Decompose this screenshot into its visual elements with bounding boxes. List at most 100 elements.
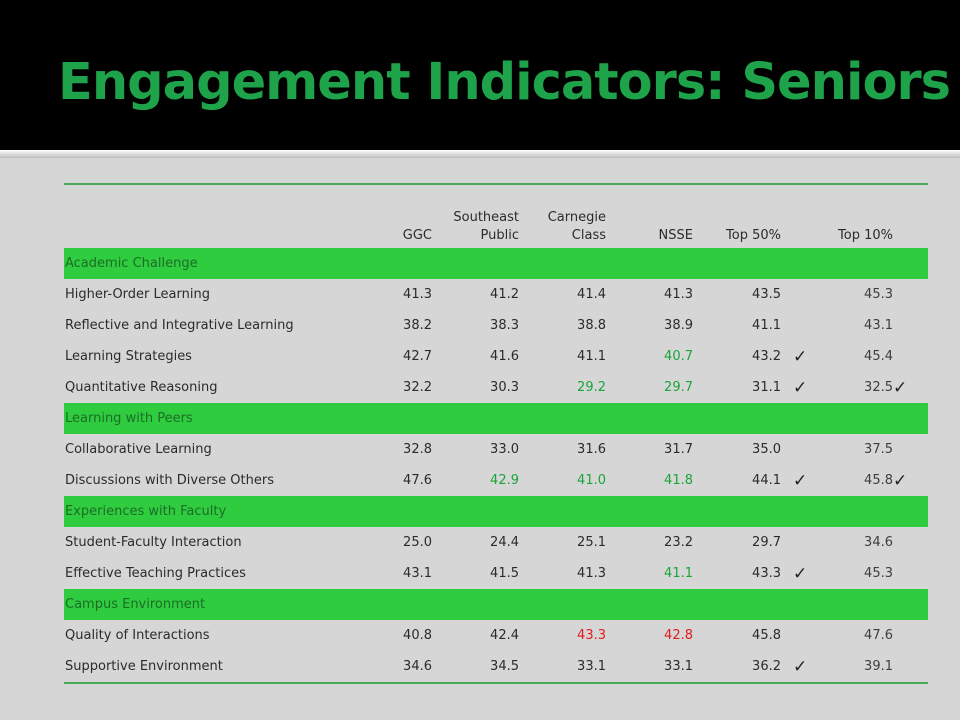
top50-check-cell: ✓ (781, 341, 816, 372)
checkmark-icon: ✓ (793, 563, 808, 584)
top50-value: 35.0 (752, 442, 781, 457)
header-nsse: NSSE (658, 228, 693, 243)
table-row: Collaborative Learning 32.8 33.0 31.6 31… (64, 434, 928, 465)
southeast-value: 33.0 (490, 442, 519, 457)
top10-value: 32.5 (864, 380, 893, 395)
top50-check-cell: ✓ (781, 558, 816, 589)
top50-value: 43.5 (752, 287, 781, 302)
slide-title: Engagement Indicators: Seniors (58, 53, 951, 112)
nsse-value: 41.8 (664, 473, 693, 488)
carnegie-value: 43.3 (577, 628, 606, 643)
southeast-value: 41.6 (490, 349, 519, 364)
carnegie-value: 41.1 (577, 349, 606, 364)
checkmark-icon: ✓ (893, 470, 908, 491)
header-row: GGC Southeast Public Carnegie Class NSSE T… (64, 184, 928, 248)
nsse-value: 33.1 (664, 659, 693, 674)
ggc-value: 25.0 (403, 535, 432, 550)
top10-check-cell (893, 620, 928, 651)
checkmark-icon: ✓ (793, 346, 808, 367)
table-row: Supportive Environment 34.6 34.5 33.1 33… (64, 651, 928, 683)
carnegie-value: 41.0 (577, 473, 606, 488)
section-label: Learning with Peers (64, 403, 928, 434)
top10-value: 37.5 (864, 442, 893, 457)
section-row: Experiences with Faculty (64, 496, 928, 527)
carnegie-value: 29.2 (577, 380, 606, 395)
top50-check-cell: ✓ (781, 465, 816, 496)
top10-check-cell (893, 558, 928, 589)
engagement-table-container: GGC Southeast Public Carnegie Class NSSE T… (64, 183, 928, 684)
section-row: Academic Challenge (64, 248, 928, 279)
header-carnegie-class: Carnegie Class (547, 210, 606, 243)
carnegie-value: 38.8 (577, 318, 606, 333)
section-label: Campus Environment (64, 589, 928, 620)
ggc-value: 40.8 (403, 628, 432, 643)
carnegie-value: 33.1 (577, 659, 606, 674)
ggc-value: 38.2 (403, 318, 432, 333)
section-label: Experiences with Faculty (64, 496, 928, 527)
ggc-value: 32.2 (403, 380, 432, 395)
table-row: Quantitative Reasoning 32.2 30.3 29.2 29… (64, 372, 928, 403)
top10-value: 43.1 (864, 318, 893, 333)
indicator-label: Effective Teaching Practices (65, 566, 246, 581)
nsse-value: 29.7 (664, 380, 693, 395)
carnegie-value: 41.4 (577, 287, 606, 302)
top50-value: 44.1 (752, 473, 781, 488)
southeast-value: 24.4 (490, 535, 519, 550)
nsse-value: 40.7 (664, 349, 693, 364)
carnegie-value: 31.6 (577, 442, 606, 457)
ggc-value: 47.6 (403, 473, 432, 488)
table-row: Quality of Interactions 40.8 42.4 43.3 4… (64, 620, 928, 651)
ggc-value: 42.7 (403, 349, 432, 364)
top10-check-cell: ✓ (893, 372, 928, 403)
top50-check-cell (781, 620, 816, 651)
header-check-50 (781, 184, 816, 248)
top50-value: 36.2 (752, 659, 781, 674)
header-top-10: Top 10% (838, 228, 893, 243)
section-label: Academic Challenge (64, 248, 928, 279)
southeast-value: 38.3 (490, 318, 519, 333)
nsse-value: 31.7 (664, 442, 693, 457)
title-bar (0, 0, 960, 150)
nsse-value: 38.9 (664, 318, 693, 333)
top50-check-cell (781, 527, 816, 558)
top50-value: 41.1 (752, 318, 781, 333)
engagement-indicators-table: GGC Southeast Public Carnegie Class NSSE T… (64, 183, 928, 684)
header-ggc: GGC (402, 228, 432, 243)
top10-check-cell (893, 651, 928, 683)
top50-value: 29.7 (752, 535, 781, 550)
indicator-label: Student-Faculty Interaction (65, 535, 242, 550)
top50-value: 43.2 (752, 349, 781, 364)
southeast-value: 30.3 (490, 380, 519, 395)
top50-check-cell: ✓ (781, 651, 816, 683)
top10-value: 45.3 (864, 287, 893, 302)
top10-check-cell: ✓ (893, 465, 928, 496)
top10-value: 39.1 (864, 659, 893, 674)
table-row: Effective Teaching Practices 43.1 41.5 4… (64, 558, 928, 589)
indicator-label: Learning Strategies (65, 349, 192, 364)
top50-check-cell (781, 279, 816, 310)
ggc-value: 32.8 (403, 442, 432, 457)
header-top-50: Top 50% (726, 228, 781, 243)
top50-value: 43.3 (752, 566, 781, 581)
southeast-value: 34.5 (490, 659, 519, 674)
indicator-label: Higher-Order Learning (65, 287, 210, 302)
top10-check-cell (893, 341, 928, 372)
checkmark-icon: ✓ (793, 470, 808, 491)
top10-value: 47.6 (864, 628, 893, 643)
checkmark-icon: ✓ (793, 656, 808, 677)
section-row: Learning with Peers (64, 403, 928, 434)
table-row: Reflective and Integrative Learning 38.2… (64, 310, 928, 341)
title-divider (0, 150, 960, 158)
top50-check-cell: ✓ (781, 372, 816, 403)
nsse-value: 41.1 (664, 566, 693, 581)
table-row: Higher-Order Learning 41.3 41.2 41.4 41.… (64, 279, 928, 310)
top50-check-cell (781, 434, 816, 465)
top10-check-cell (893, 434, 928, 465)
header-southeast-public: Southeast Public (453, 210, 519, 243)
carnegie-value: 41.3 (577, 566, 606, 581)
ggc-value: 41.3 (403, 287, 432, 302)
nsse-value: 42.8 (664, 628, 693, 643)
top10-value: 34.6 (864, 535, 893, 550)
table-row: Learning Strategies 42.7 41.6 41.1 40.7 … (64, 341, 928, 372)
table-row: Student-Faculty Interaction 25.0 24.4 25… (64, 527, 928, 558)
